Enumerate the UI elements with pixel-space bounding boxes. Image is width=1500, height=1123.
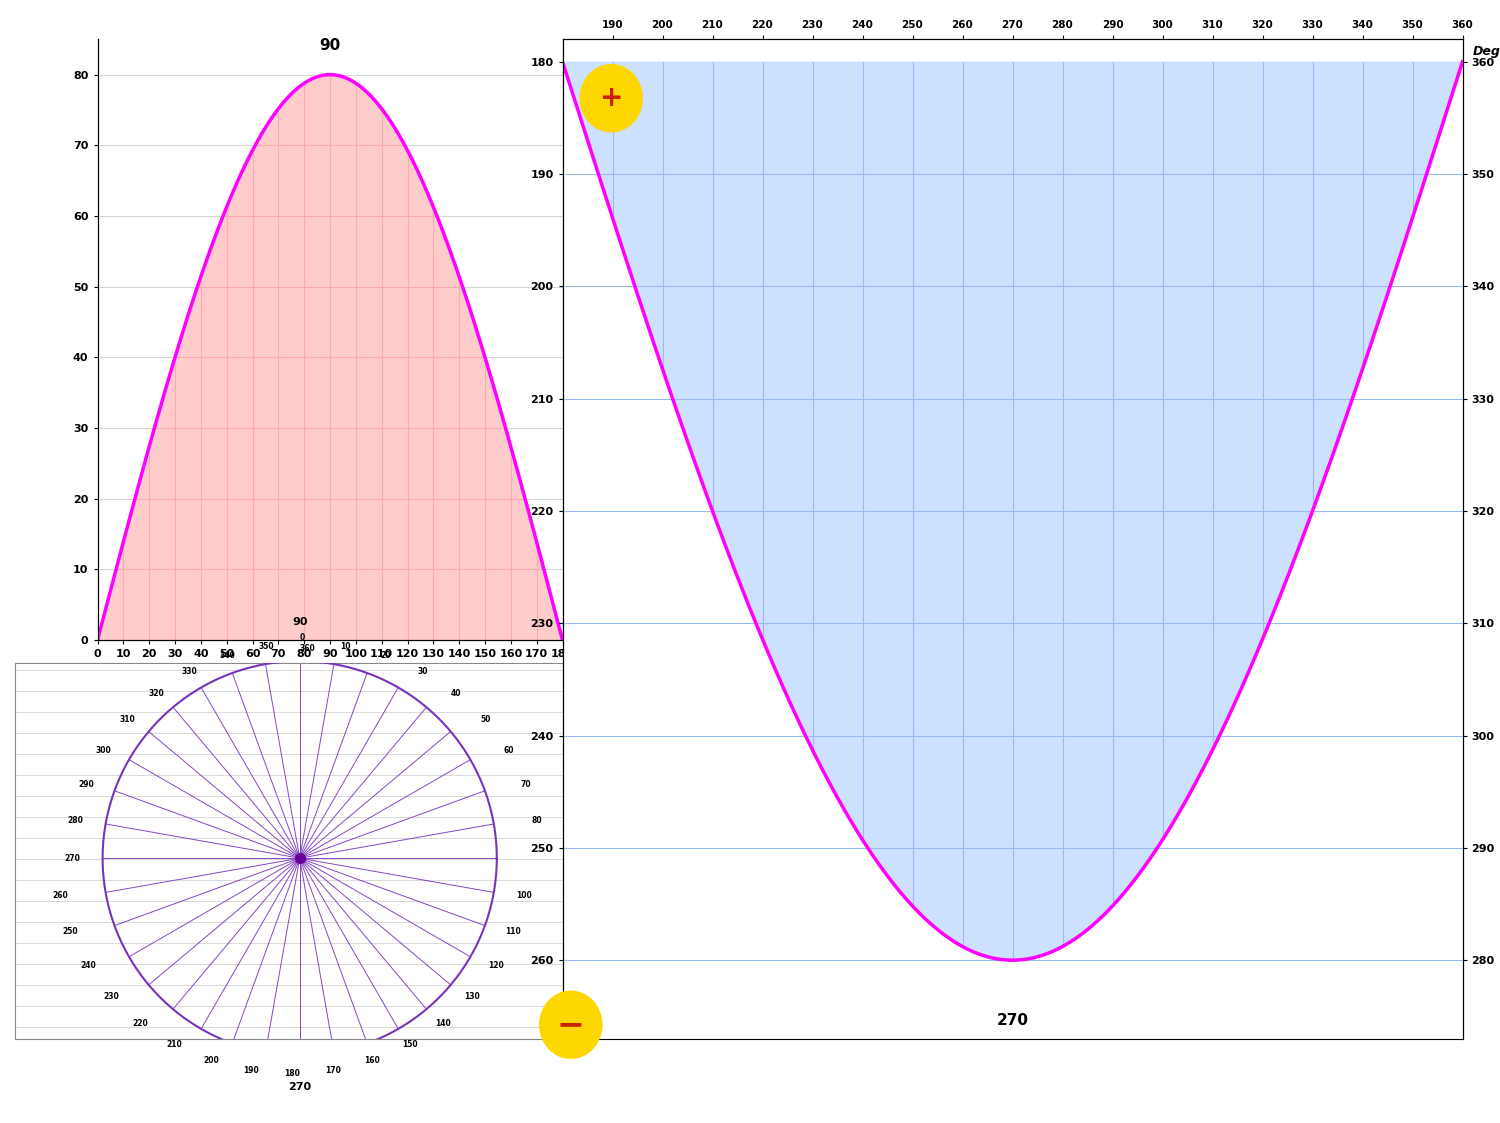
Text: 90: 90 [292,618,308,628]
Text: 0
360: 0 360 [300,633,315,652]
Text: 180: 180 [284,1069,300,1078]
Text: 150: 150 [402,1040,417,1049]
Circle shape [580,65,642,131]
Text: 210: 210 [166,1040,182,1049]
Text: 190: 190 [243,1066,260,1075]
Text: 120: 120 [488,961,504,970]
Text: 20: 20 [380,651,390,660]
Text: 80: 80 [531,816,542,825]
Text: 240: 240 [80,961,96,970]
Circle shape [540,992,602,1058]
Text: 40: 40 [452,688,462,697]
Text: 280: 280 [68,816,84,825]
Text: 270: 270 [64,853,80,862]
Text: 300: 300 [96,746,111,755]
Text: 270: 270 [996,1013,1029,1028]
Text: 140: 140 [435,1019,451,1028]
Text: 110: 110 [506,928,520,937]
Text: 290: 290 [78,780,94,789]
Text: 100: 100 [516,891,531,900]
Text: 10: 10 [340,641,351,650]
Text: 130: 130 [465,992,480,1001]
Text: 270: 270 [288,1081,312,1092]
Text: 160: 160 [364,1056,380,1065]
Text: shutterstock®: shutterstock® [314,1080,496,1101]
Text: 330: 330 [182,667,198,676]
Text: 60: 60 [504,746,515,755]
Text: 90: 90 [320,38,340,54]
Text: 340: 340 [219,651,236,660]
Text: 70: 70 [520,780,531,789]
Text: 310: 310 [120,715,135,724]
Text: 30: 30 [417,667,428,676]
Text: Degrees: Degrees [1473,45,1500,58]
Text: 250: 250 [63,928,78,937]
Text: −: − [556,1008,585,1041]
Text: 50: 50 [480,715,490,724]
Text: 230: 230 [104,992,120,1001]
Text: +: + [600,84,622,112]
Text: 260: 260 [53,891,68,900]
Text: 350: 350 [260,641,274,650]
Text: 200: 200 [204,1056,219,1065]
Text: 170: 170 [324,1066,340,1075]
Text: 220: 220 [132,1019,148,1028]
Text: 320: 320 [148,688,164,697]
